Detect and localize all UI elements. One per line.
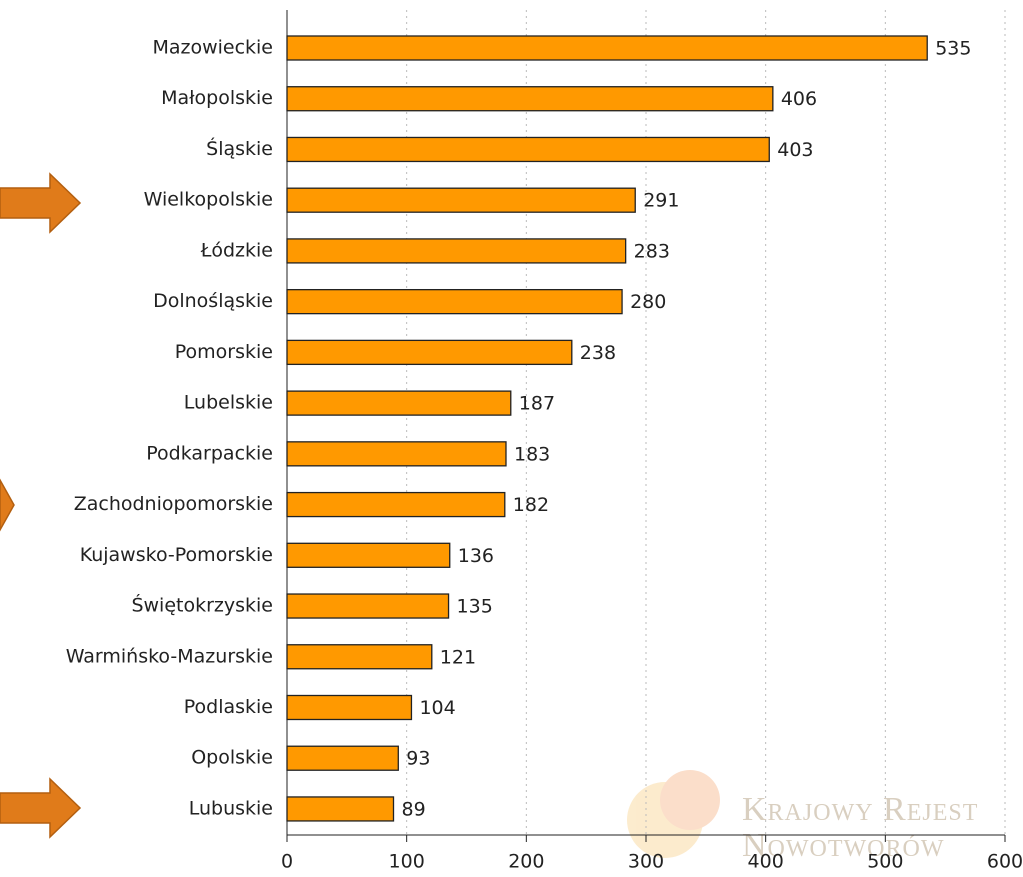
value-label: 403: [777, 139, 813, 161]
bar: [286, 745, 399, 771]
x-tick-label: 300: [628, 851, 664, 873]
value-label: 121: [440, 646, 476, 668]
bar: [286, 136, 770, 163]
value-label: 283: [634, 240, 670, 262]
x-tick-label: 200: [508, 851, 544, 873]
y-tick-label: Świętokrzyskie: [131, 593, 273, 617]
arrow: [0, 777, 82, 839]
y-tick-label: Lubelskie: [184, 392, 273, 414]
y-tick-label: Kujawsko-Pomorskie: [80, 544, 273, 566]
y-tick-label: Podlaskie: [184, 696, 273, 718]
value-label: 183: [514, 443, 550, 465]
x-tick-label: 500: [867, 851, 903, 873]
y-tick-label: Warmińsko-Mazurskie: [66, 645, 273, 667]
value-label: 187: [519, 393, 555, 415]
arrows: [0, 172, 82, 839]
value-label: 135: [457, 596, 493, 618]
bar: [286, 441, 507, 467]
bar: [286, 694, 413, 721]
y-tick-label: Wielkopolskie: [144, 189, 273, 211]
x-tick-label: 0: [281, 851, 293, 873]
watermark-logo: [627, 770, 720, 858]
y-tick-label: Podkarpackie: [146, 442, 273, 464]
bar: [286, 491, 506, 518]
bar: [286, 238, 627, 264]
bar: [286, 593, 450, 619]
arrow: [0, 478, 15, 532]
y-tick-label: Śląskie: [206, 136, 273, 160]
value-label: 535: [935, 38, 971, 60]
bar: [286, 339, 573, 366]
bar: [286, 86, 774, 112]
y-tick-label: Łódzkie: [200, 239, 273, 261]
bar: [286, 390, 512, 416]
value-label: 93: [406, 748, 430, 770]
bar: [286, 644, 433, 670]
x-tick-label: 400: [748, 851, 784, 873]
value-label: 182: [513, 494, 549, 516]
y-tick-label: Pomorskie: [175, 341, 273, 363]
y-tick-label: Zachodniopomorskie: [74, 493, 273, 515]
y-tick-label: Dolnośląskie: [153, 290, 273, 312]
x-tick-label: 100: [389, 851, 425, 873]
value-label: 89: [402, 798, 426, 820]
bar: [286, 796, 395, 822]
value-label: 406: [781, 88, 817, 110]
value-label: 136: [458, 545, 494, 567]
bar: [286, 35, 928, 61]
y-tick-label: Małopolskie: [161, 87, 273, 109]
y-tick-label: Lubuskie: [189, 797, 273, 819]
watermark: Nowotworów: [742, 827, 945, 864]
x-tick-label: 600: [987, 851, 1023, 873]
bar: [286, 187, 636, 213]
value-label: 280: [630, 291, 666, 313]
value-label: 291: [643, 190, 679, 212]
bar: [286, 542, 451, 568]
watermark: Krajowy Rejest: [742, 791, 978, 828]
value-label: 104: [419, 697, 455, 719]
y-tick-label: Opolskie: [191, 747, 273, 769]
y-tick-label: Mazowieckie: [152, 37, 273, 59]
arrow: [0, 172, 82, 234]
bar: [286, 288, 623, 315]
value-label: 238: [580, 342, 616, 364]
